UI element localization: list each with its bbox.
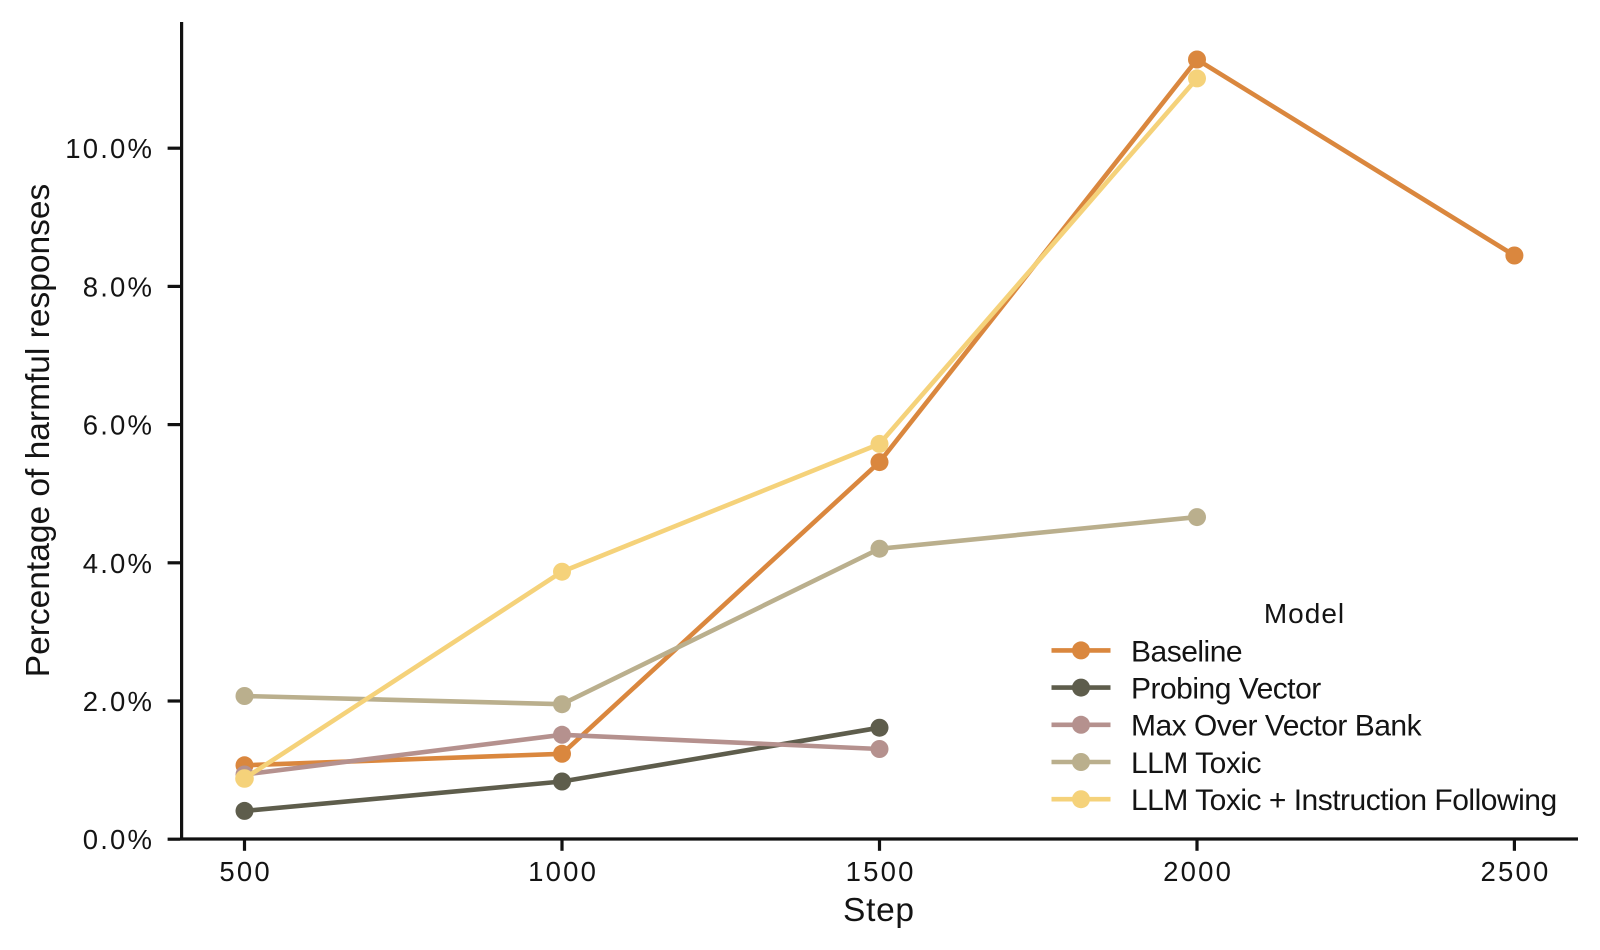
svg-text:8.0%: 8.0% [83, 271, 154, 302]
svg-text:10.0%: 10.0% [65, 133, 154, 164]
svg-text:500: 500 [219, 856, 271, 887]
svg-text:Probing Vector: Probing Vector [1131, 673, 1321, 706]
svg-text:2000: 2000 [1163, 856, 1233, 887]
svg-text:Max Over Vector Bank: Max Over Vector Bank [1131, 710, 1423, 743]
svg-text:1000: 1000 [528, 856, 598, 887]
svg-text:Baseline: Baseline [1131, 635, 1242, 668]
svg-text:0.0%: 0.0% [83, 824, 154, 855]
svg-text:2500: 2500 [1481, 856, 1551, 887]
svg-text:Step: Step [843, 892, 915, 929]
svg-text:Model: Model [1264, 598, 1345, 629]
svg-text:4.0%: 4.0% [83, 548, 154, 579]
svg-text:Percentage of harmful response: Percentage of harmful responses [20, 184, 57, 677]
svg-text:1500: 1500 [846, 856, 916, 887]
svg-text:LLM Toxic: LLM Toxic [1131, 747, 1262, 780]
svg-text:2.0%: 2.0% [83, 686, 154, 717]
svg-text:LLM Toxic + Instruction Follow: LLM Toxic + Instruction Following [1131, 784, 1557, 817]
svg-text:6.0%: 6.0% [83, 410, 154, 441]
